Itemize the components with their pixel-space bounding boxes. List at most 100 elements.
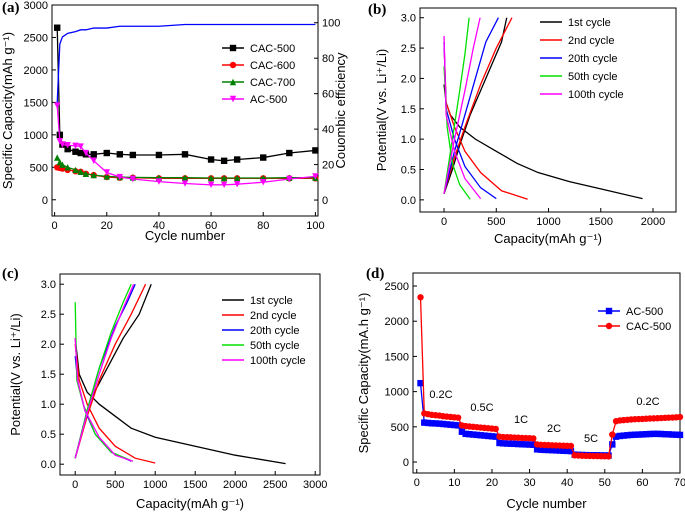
x-tick-label: 1500 <box>183 479 207 491</box>
marker <box>447 421 454 428</box>
panel-label: (d) <box>366 266 384 282</box>
marker <box>533 446 541 453</box>
marker <box>229 95 237 103</box>
y2-tick-label: 100 <box>322 18 340 30</box>
x-tick-label: 50 <box>599 477 611 489</box>
marker <box>129 151 137 159</box>
series-line <box>74 283 135 459</box>
annotation: 2C <box>547 423 561 435</box>
y2-tick-label: 0 <box>322 195 328 207</box>
x-axis-label: Cycle number <box>506 496 587 511</box>
marker <box>469 431 477 438</box>
marker <box>563 447 571 455</box>
y-tick-label: 1.5 <box>41 369 56 381</box>
x-tick-label: 80 <box>257 220 269 232</box>
marker <box>59 161 66 168</box>
marker <box>64 164 71 171</box>
y2-tick-label: 80 <box>322 53 334 65</box>
plot-frame <box>51 4 319 217</box>
series-line <box>443 17 499 194</box>
marker <box>443 421 451 428</box>
x-axis-label: Capacity(mAh g⁻¹) <box>136 496 244 511</box>
marker <box>676 431 684 439</box>
marker <box>473 431 481 439</box>
x-tick-label: 1500 <box>589 216 613 228</box>
x-axis-label: Cycle number <box>145 228 226 243</box>
marker <box>541 446 548 454</box>
y-tick-label: 0.5 <box>41 429 56 441</box>
marker <box>72 142 79 150</box>
y-tick-label: 0.5 <box>401 165 416 177</box>
marker <box>286 175 293 183</box>
marker <box>129 175 137 183</box>
marker <box>492 425 499 433</box>
marker <box>522 441 530 448</box>
marker <box>545 446 552 454</box>
series-line <box>56 23 316 103</box>
x-tick-label: 10 <box>448 477 460 489</box>
legend-label: 1st cycle <box>250 295 293 307</box>
marker <box>116 151 124 158</box>
marker <box>485 432 492 440</box>
y-tick-label: 1.0 <box>401 134 416 146</box>
marker <box>312 147 319 154</box>
series-line <box>443 35 482 200</box>
y-tick-label: 3.0 <box>401 13 416 25</box>
marker <box>417 379 424 387</box>
marker <box>526 441 533 448</box>
marker <box>507 440 514 447</box>
marker <box>77 143 84 150</box>
marker <box>650 430 657 438</box>
marker <box>669 431 676 438</box>
marker <box>56 138 64 145</box>
marker <box>654 430 661 438</box>
marker <box>477 432 484 439</box>
marker <box>54 154 61 161</box>
y-tick-label: 2.5 <box>41 309 56 321</box>
y-tick-label: 2500 <box>24 32 48 44</box>
marker <box>82 149 90 157</box>
y-tick-label: 0.0 <box>41 459 56 471</box>
legend-label: 20th cycle <box>250 325 300 337</box>
y-tick-label: 0 <box>42 195 48 207</box>
marker <box>155 178 163 185</box>
marker <box>72 148 79 155</box>
marker <box>560 447 567 454</box>
marker <box>567 442 575 450</box>
y2-tick-label: 20 <box>322 160 334 172</box>
marker <box>605 453 612 460</box>
legend-label: AC-500 <box>626 306 663 318</box>
y-tick-label: 2.0 <box>41 339 56 351</box>
y-tick-label: 0.0 <box>401 195 416 207</box>
x-tick-label: 0 <box>414 477 420 489</box>
marker <box>421 419 428 426</box>
marker <box>646 430 654 438</box>
legend-label: 50th cycle <box>568 71 618 83</box>
legend-label: 2nd cycle <box>568 35 614 47</box>
y-tick-label: 1500 <box>24 97 48 109</box>
series-line <box>443 17 470 194</box>
x-tick-label: 20 <box>486 477 498 489</box>
marker <box>77 149 84 157</box>
marker <box>605 322 613 330</box>
legend-label: CAC-600 <box>250 60 295 72</box>
marker <box>620 432 627 439</box>
x-tick-label: 100 <box>306 220 324 232</box>
marker <box>609 431 616 438</box>
series-line <box>74 338 134 462</box>
marker <box>233 174 241 182</box>
x-tick-label: 20 <box>101 220 113 232</box>
marker <box>103 169 110 176</box>
annotation: 5C <box>584 433 598 445</box>
marker <box>503 440 511 447</box>
marker <box>54 102 61 109</box>
y-tick-label: 2.0 <box>401 73 416 85</box>
marker <box>548 446 556 454</box>
y-axis-label: Potential(V vs. Li⁺/Li) <box>374 49 389 171</box>
series-line <box>74 283 147 459</box>
legend-label: CAC-500 <box>626 321 671 333</box>
marker <box>82 170 90 177</box>
marker <box>229 61 237 69</box>
x-tick-label: 1000 <box>536 216 560 228</box>
marker <box>424 419 432 427</box>
